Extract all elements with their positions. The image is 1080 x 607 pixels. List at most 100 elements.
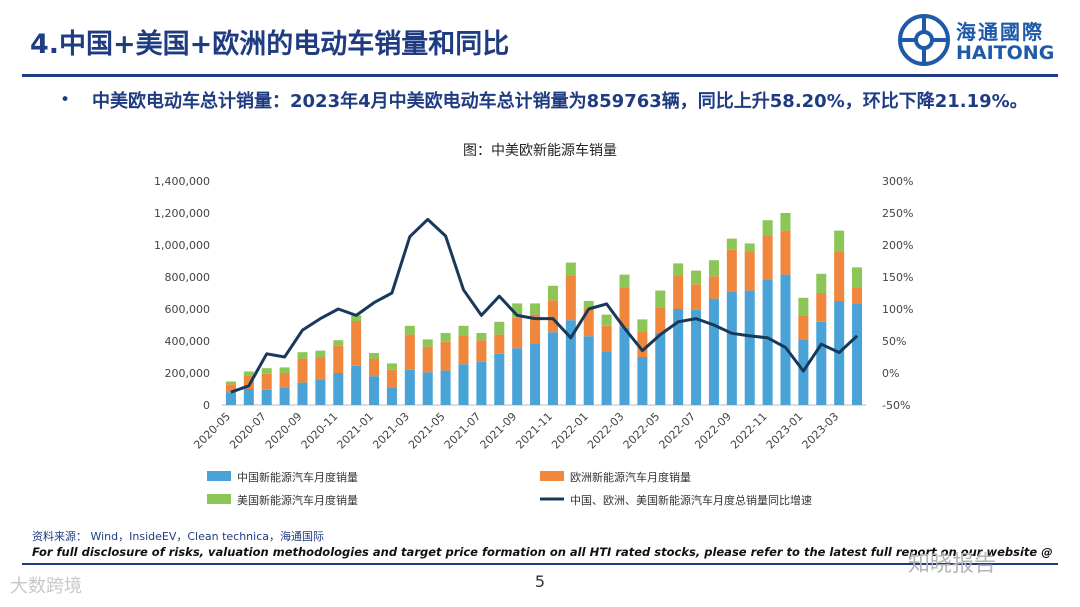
europe-bar: [619, 287, 630, 328]
china-bar: [744, 290, 755, 405]
x-tick-label: 2021-01: [334, 410, 376, 452]
china-bar: [458, 364, 469, 405]
china-bar: [476, 361, 487, 405]
disclaimer: For full disclosure of risks, valuation …: [32, 545, 1053, 559]
china-bar: [333, 373, 344, 405]
x-tick-label: 2020-09: [263, 410, 305, 452]
footer-divider: [22, 563, 1058, 565]
watermark-left: 大数跨境: [10, 576, 82, 597]
us-bar: [583, 301, 594, 309]
x-tick-label: 2022-11: [728, 410, 770, 452]
china-bar: [583, 336, 594, 405]
china-bar: [404, 369, 415, 405]
legend-swatch: [540, 471, 564, 481]
china-bar: [494, 353, 505, 405]
yoy-growth-line: [230, 217, 859, 394]
europe-bar: [440, 341, 451, 371]
europe-bar: [386, 369, 397, 388]
europe-bar: [422, 346, 433, 373]
y-left-tick-label: 600,000: [165, 303, 211, 316]
europe-bar: [691, 284, 702, 310]
europe-bar: [225, 384, 236, 393]
x-tick-label: 2022-07: [656, 410, 698, 452]
us-bar: [369, 353, 380, 359]
us-bar: [637, 319, 648, 332]
europe-bar: [708, 276, 719, 299]
y-right-tick-label: 0%: [882, 367, 899, 380]
y-right-tick-label: 100%: [882, 303, 913, 316]
us-bar: [530, 303, 541, 315]
europe-bar: [494, 334, 505, 354]
china-bar: [619, 327, 630, 405]
us-bar: [440, 333, 451, 342]
y-left-tick-label: 1,000,000: [154, 239, 210, 252]
x-tick-label: 2022-01: [549, 410, 591, 452]
us-bar: [225, 381, 236, 385]
china-bar: [655, 333, 666, 405]
summary-text: 中美欧电动车总计销量：2023年4月中美欧电动车总计销量为859763辆，同比上…: [92, 91, 1028, 112]
china-bar: [440, 370, 451, 405]
china-bar: [386, 387, 397, 405]
china-bar: [297, 382, 308, 405]
us-bar: [404, 325, 415, 335]
chart-title: 图：中美欧新能源车销量: [463, 143, 617, 159]
china-bar: [673, 309, 684, 405]
us-bar: [565, 262, 576, 276]
us-bar: [691, 270, 702, 285]
x-tick-label: 2020-11: [299, 410, 341, 452]
x-tick-label: 2021-11: [513, 410, 555, 452]
us-bar: [708, 260, 719, 277]
china-bar: [369, 376, 380, 405]
x-tick-label: 2020-07: [227, 410, 269, 452]
us-bar: [852, 267, 863, 288]
us-bar: [619, 274, 630, 288]
china-bar: [243, 389, 254, 405]
europe-bar: [351, 321, 362, 366]
china-bar: [726, 291, 737, 405]
europe-bar: [315, 357, 326, 380]
us-bar: [601, 314, 612, 326]
europe-bar: [780, 230, 791, 275]
x-tick-label: 2021-03: [370, 410, 412, 452]
x-tick-label: 2021-09: [478, 410, 520, 452]
us-bar: [386, 363, 397, 370]
logo-text-en: HAITONG: [956, 42, 1055, 64]
china-bar: [261, 389, 272, 405]
haitong-logo-icon: [898, 14, 950, 66]
europe-bar: [261, 373, 272, 390]
china-bar: [762, 279, 773, 405]
y-left-tick-label: 800,000: [165, 271, 211, 284]
us-bar: [243, 371, 254, 376]
y-left-tick-label: 1,400,000: [154, 175, 210, 188]
y-left-tick-label: 1,200,000: [154, 207, 210, 220]
china-bar: [530, 343, 541, 405]
us-bar: [744, 243, 755, 252]
y-right-tick-label: -50%: [882, 399, 910, 412]
us-bar: [512, 303, 523, 318]
legend-label: 中国新能源汽车月度销量: [237, 470, 358, 484]
europe-bar: [369, 358, 380, 377]
china-bar: [816, 321, 827, 405]
china-bar: [852, 303, 863, 405]
china-bar: [315, 379, 326, 405]
europe-bar: [744, 251, 755, 291]
us-bar: [494, 321, 505, 335]
x-tick-label: 2023-01: [764, 410, 806, 452]
europe-bar: [583, 308, 594, 337]
europe-bar: [816, 293, 827, 322]
europe-bar: [547, 300, 558, 333]
y-left-tick-label: 200,000: [165, 367, 211, 380]
europe-bar: [834, 251, 845, 301]
x-tick-label: 2022-05: [621, 410, 663, 452]
europe-bar: [798, 315, 809, 340]
europe-bar: [637, 331, 648, 357]
europe-bar: [601, 325, 612, 352]
bullet-icon: •: [60, 90, 71, 110]
europe-bar: [404, 334, 415, 370]
us-bar: [315, 350, 326, 357]
europe-bar: [512, 317, 523, 349]
china-bar: [351, 365, 362, 405]
europe-bar: [530, 314, 541, 344]
us-bar: [655, 290, 666, 308]
haitong-logo: 海通國際 HAITONG: [898, 14, 1058, 70]
